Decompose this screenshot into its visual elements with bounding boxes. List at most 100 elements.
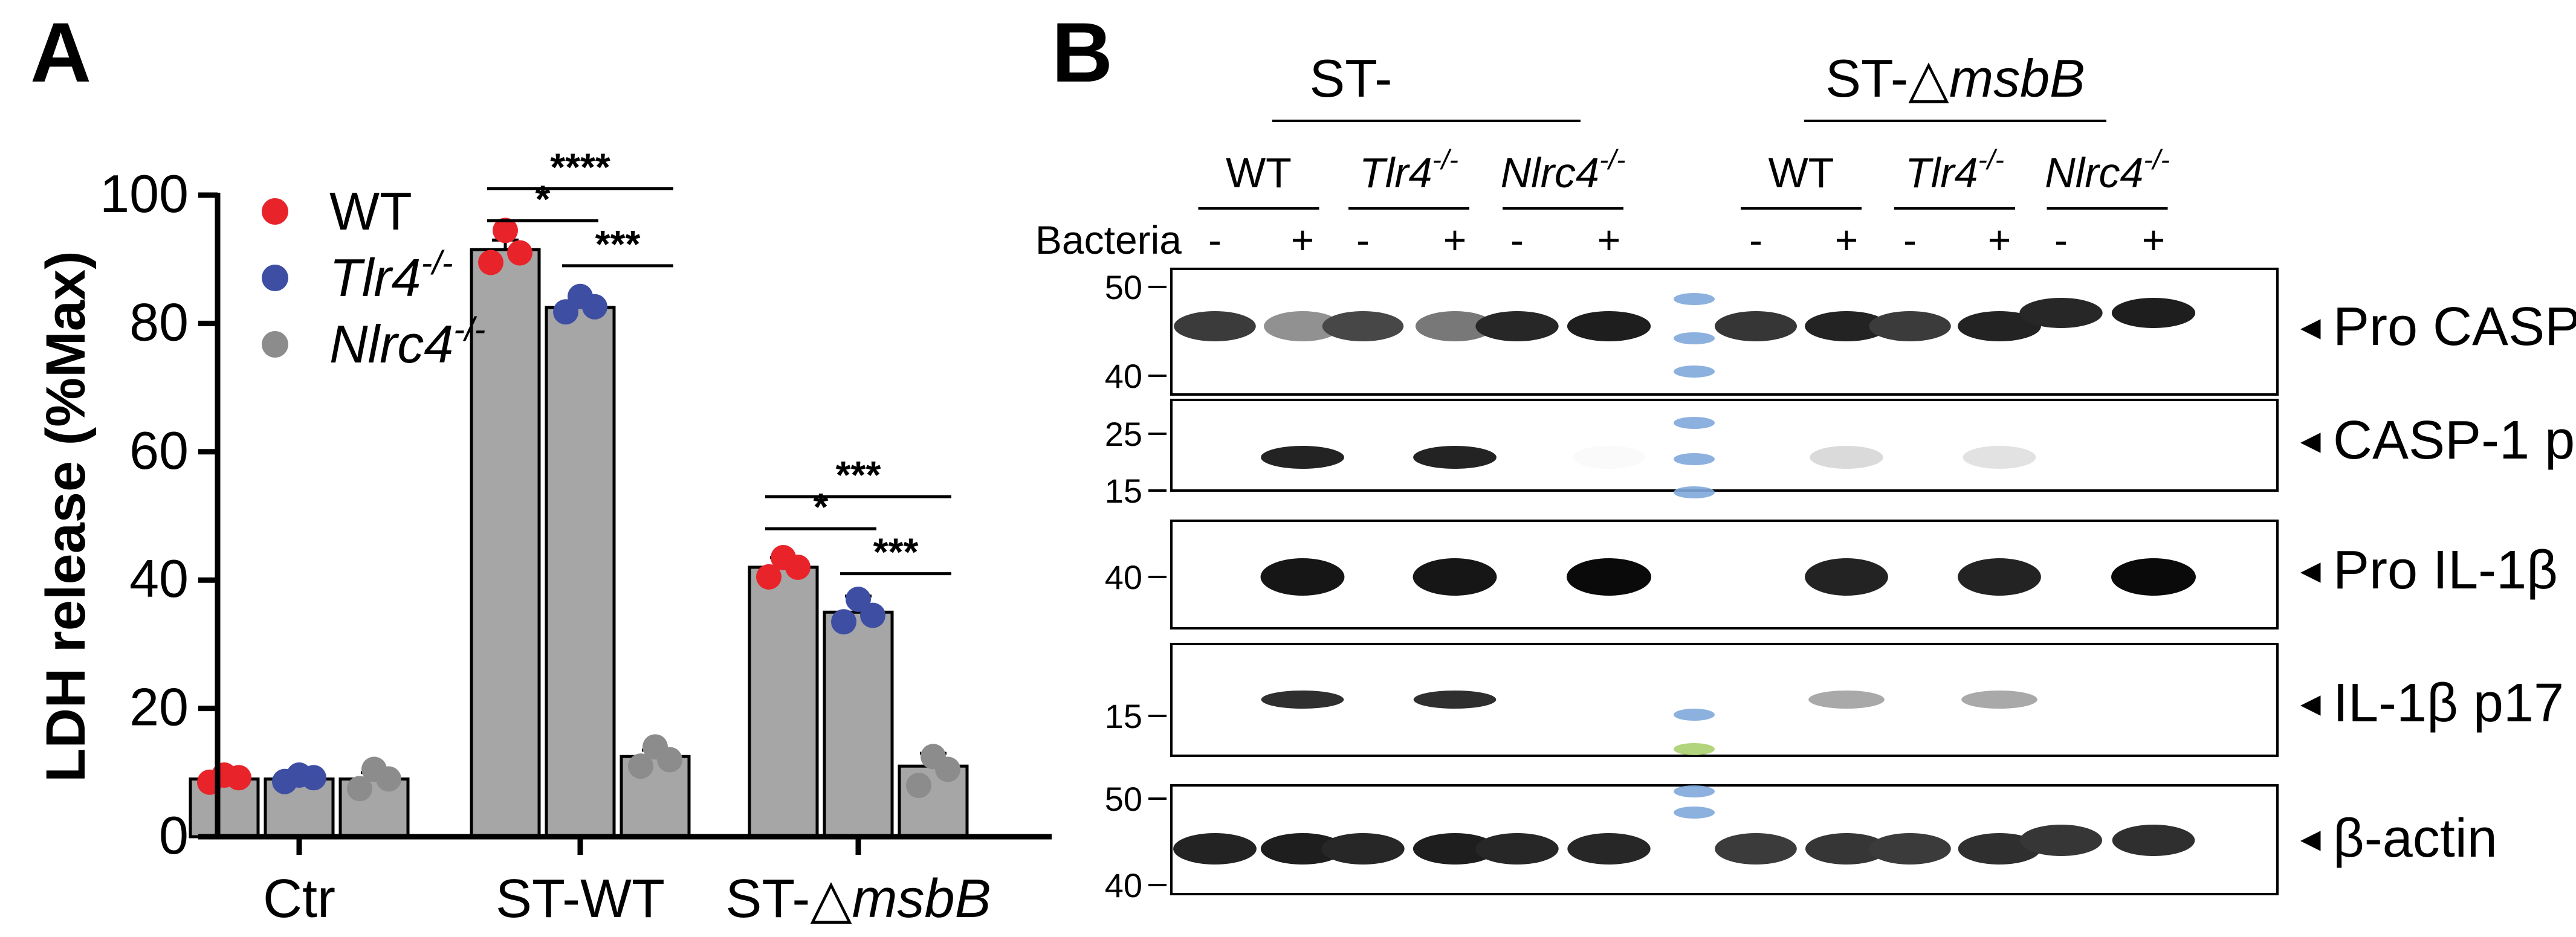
bar bbox=[748, 565, 819, 839]
significance-label: *** bbox=[595, 222, 641, 266]
y-tick-label: 100 bbox=[100, 164, 189, 224]
significance-label: * bbox=[814, 485, 829, 529]
lane-sign: + bbox=[1988, 217, 2011, 262]
data-point bbox=[286, 762, 312, 788]
mw-label: 40 bbox=[1105, 357, 1142, 395]
y-tick-label: 40 bbox=[129, 549, 189, 608]
blot-band bbox=[1261, 446, 1344, 469]
blot-band bbox=[1963, 446, 2036, 469]
y-axis-title: LDH release (%Max) bbox=[35, 251, 97, 782]
blot-label: Pro CASP-1 bbox=[2333, 297, 2576, 357]
data-point bbox=[478, 250, 503, 275]
blot-band bbox=[1567, 311, 1651, 341]
blot-band bbox=[1869, 833, 1951, 865]
blot-band bbox=[1958, 311, 2041, 341]
mw-label: 25 bbox=[1105, 415, 1142, 453]
lane-sign: - bbox=[2054, 217, 2068, 262]
x-tick-label: Ctr bbox=[263, 869, 335, 929]
legend-marker bbox=[262, 265, 288, 291]
lane-sign: - bbox=[1903, 217, 1917, 262]
mw-label: 15 bbox=[1105, 472, 1142, 510]
blot-band bbox=[1805, 558, 1888, 596]
bar-chart: A LDH release (%Max) *************** 020… bbox=[30, 5, 1052, 929]
blot-band bbox=[1413, 691, 1497, 709]
mw-label: 50 bbox=[1105, 268, 1142, 306]
blot-band bbox=[1321, 833, 1405, 865]
blot-frame bbox=[1170, 399, 2279, 492]
panel-b: B ST- ST-△msbB WT Tlr4-/- Nlrc4-/- WT Tlr4-/- N… bbox=[1027, 0, 2576, 934]
x-tick-label: ST-WT bbox=[496, 869, 665, 929]
lane-sign: - bbox=[1208, 217, 1222, 262]
legend-marker bbox=[262, 198, 288, 225]
genotype-label: Nlrc4-/- bbox=[2045, 144, 2170, 196]
ladder-band bbox=[1674, 365, 1715, 378]
blot-band bbox=[1260, 833, 1345, 865]
bar bbox=[823, 610, 894, 839]
blot-band bbox=[1869, 311, 1951, 341]
blot-band bbox=[2111, 298, 2196, 328]
data-point bbox=[493, 217, 518, 243]
y-tick-label: 60 bbox=[129, 420, 189, 480]
blot-band bbox=[1173, 833, 1257, 865]
blot-band bbox=[1415, 311, 1495, 341]
data-point bbox=[507, 240, 532, 266]
y-tick-label: 0 bbox=[159, 805, 189, 865]
ladder-band bbox=[1674, 785, 1715, 797]
blot-band bbox=[1714, 311, 1798, 341]
western-blot-figure: B ST- ST-△msbB WT Tlr4-/- Nlrc4-/- WT Tlr4-/- N… bbox=[1035, 5, 2576, 904]
blot-band bbox=[1567, 833, 1651, 865]
blot-band bbox=[1475, 833, 1559, 865]
y-tick-label: 80 bbox=[129, 292, 189, 352]
panel-a: A LDH release (%Max) **** * *** *** * *** 0 20… bbox=[0, 0, 1064, 934]
blot-1: 25 15 ◄CASP-1 p20 bbox=[1105, 399, 2576, 510]
data-point bbox=[846, 587, 871, 613]
blot-band bbox=[2019, 825, 2103, 856]
mw-label: 15 bbox=[1105, 697, 1142, 735]
panel-b-letter: B bbox=[1052, 5, 1113, 100]
lane-sign: + bbox=[1835, 217, 1859, 262]
y-tick-label: 20 bbox=[129, 677, 189, 737]
blot-2: 40 ◄ Pro IL-1β bbox=[1105, 520, 2558, 629]
blot-band bbox=[1961, 691, 2037, 709]
ladder-band bbox=[1674, 417, 1715, 429]
blot-band bbox=[2019, 298, 2103, 328]
blot-band bbox=[1413, 558, 1497, 596]
panel-a-letter: A bbox=[30, 5, 91, 100]
data-point bbox=[756, 564, 782, 590]
legend-marker bbox=[262, 331, 288, 358]
mw-label: 40 bbox=[1105, 558, 1142, 596]
blot-3: 15 ◄ IL-1β p17 bbox=[1105, 643, 2564, 757]
blot-band bbox=[2112, 825, 2195, 856]
genotype-label: WT bbox=[1769, 149, 1834, 196]
data-point bbox=[771, 545, 796, 571]
legend-label: WT bbox=[329, 181, 412, 241]
band-arrow: ◄ bbox=[2294, 684, 2327, 723]
blot-label: Pro IL-1β bbox=[2333, 540, 2558, 601]
legend-label: Nlrc4-/- bbox=[329, 310, 485, 374]
lane-sign: + bbox=[1291, 217, 1315, 262]
blot-band bbox=[1715, 833, 1797, 865]
data-point bbox=[361, 756, 387, 782]
lane-sign: - bbox=[1510, 217, 1524, 262]
lane-sign: - bbox=[1749, 217, 1762, 262]
band-arrow: ◄ bbox=[2294, 308, 2327, 346]
significance-label: **** bbox=[550, 145, 610, 188]
data-point bbox=[347, 776, 372, 802]
lane-sign: + bbox=[2142, 217, 2166, 262]
blot-band bbox=[1810, 446, 1883, 469]
lane-sign: - bbox=[1356, 217, 1370, 262]
blot-label: β-actin bbox=[2333, 808, 2497, 869]
blot-frame bbox=[1170, 643, 2279, 757]
mw-label: 40 bbox=[1105, 866, 1142, 904]
data-point bbox=[568, 283, 593, 309]
data-point bbox=[831, 609, 856, 635]
group-title: ST-△msbB bbox=[1825, 48, 2085, 108]
blot-band bbox=[1264, 311, 1341, 341]
genotype-label: WT bbox=[1226, 149, 1292, 196]
data-point bbox=[906, 773, 931, 799]
bar bbox=[545, 306, 616, 839]
data-point bbox=[642, 734, 668, 760]
data-point bbox=[921, 744, 946, 770]
blot-band bbox=[1174, 311, 1256, 341]
significance-label: *** bbox=[873, 530, 919, 574]
